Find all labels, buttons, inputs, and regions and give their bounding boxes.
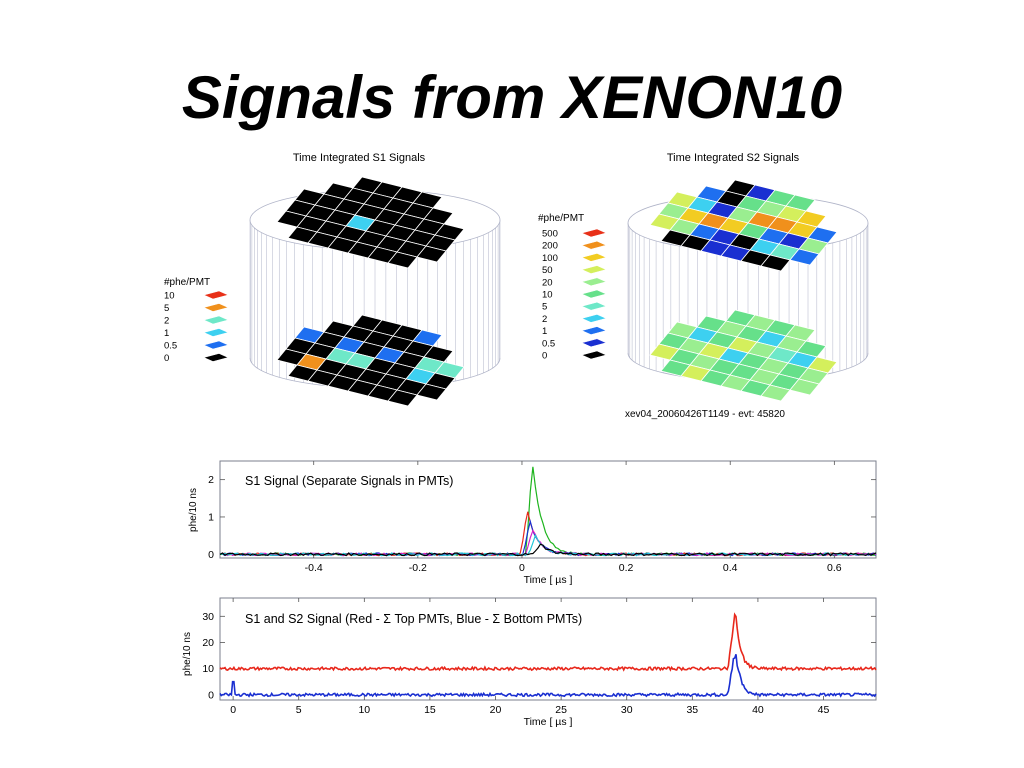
s1-bottom-pmt-array	[276, 314, 465, 407]
s1-bottom-pmt	[387, 389, 418, 407]
s1-s2-waveform-plot: S1 and S2 Signal (Red - Σ Top PMTs, Blue…	[182, 597, 877, 728]
s2-legend-label: 0.5	[542, 338, 555, 349]
s2plot-ytick-label: 30	[202, 611, 214, 623]
s2plot-xtick-label: 0	[230, 704, 236, 716]
s2-legend-title: #phe/PMT	[538, 213, 584, 224]
s2-legend-label: 0	[542, 351, 547, 362]
s2-top-pmt	[789, 248, 820, 266]
s2plot-xtick-label: 35	[686, 704, 698, 716]
s2-bottom-pmt	[789, 378, 820, 396]
s1-color-legend: #phe/PMT 105 21 0.50	[164, 277, 229, 364]
s1-legend-label: 0	[164, 353, 169, 364]
s1-plot-xlabel: Time [ µs ]	[524, 574, 573, 586]
s2-legend-swatch	[581, 338, 607, 348]
s1-pmt-trace	[219, 543, 877, 557]
s2-plot-xlabel: Time [ µs ]	[524, 716, 573, 728]
event-caption: xev04_20060426T1149 - evt: 45820	[625, 409, 785, 420]
s1-plot-frame	[219, 460, 877, 559]
s2-plot-frame	[219, 597, 877, 701]
s1-cylinder-frame	[249, 189, 501, 389]
s1-plot-ylabel: phe/10 ns	[188, 488, 199, 532]
s2plot-xtick-label: 45	[818, 704, 830, 716]
s1-legend-swatch	[203, 290, 229, 300]
s1-pmt-heatmap: Time Integrated S1 Signals #phe/PMT 1052…	[164, 152, 501, 407]
s1-legend-label: 1	[164, 328, 169, 339]
s2-top-pmt-array	[649, 179, 838, 272]
s2plot-xtick-label: 5	[296, 704, 302, 716]
s2-legend-label: 20	[542, 277, 553, 288]
s2plot-ytick-label: 20	[202, 637, 214, 649]
s2plot-ytick-label: 10	[202, 663, 214, 675]
s1-legend-label: 0.5	[164, 341, 177, 352]
s1-legend-swatch	[203, 303, 229, 312]
s1-plot-traces	[219, 466, 877, 557]
s2plot-xtick-label: 30	[621, 704, 633, 716]
s2-sum-trace	[219, 654, 877, 698]
s1plot-xtick-label: -0.4	[305, 562, 323, 574]
s1plot-xtick-label: 0	[519, 562, 525, 574]
s2-plot-ylabel: phe/10 ns	[182, 632, 193, 676]
s1-plot-axes: -0.4 -0.2 0 0.2 0.4 0.6 0 1 2	[208, 461, 876, 574]
s2plot-xtick-label: 20	[490, 704, 502, 716]
s2-legend-label: 50	[542, 265, 553, 276]
s2-legend-swatch	[581, 314, 607, 323]
s1-top-pmt-array	[276, 176, 465, 269]
s2-legend-swatch	[581, 326, 607, 335]
s2plot-xtick-label: 40	[752, 704, 764, 716]
s1plot-xtick-label: 0.6	[827, 562, 842, 574]
s1plot-xtick-label: 0.2	[619, 562, 634, 574]
s2-plot-title: S1 and S2 Signal (Red - Σ Top PMTs, Blue…	[245, 612, 582, 626]
s2-legend-swatch	[581, 301, 607, 311]
s1-legend-label: 10	[164, 291, 175, 302]
s2-legend-swatch	[581, 240, 607, 250]
s2-pmt-heatmap: Time Integrated S2 Signals #phe/PMT 5002…	[538, 152, 869, 420]
s2-bottom-pmt	[760, 384, 791, 402]
s2-legend-swatch	[581, 350, 607, 360]
s2plot-xtick-label: 15	[424, 704, 436, 716]
s2-legend-label: 5	[542, 302, 547, 313]
s2plot-xtick-label: 10	[358, 704, 370, 716]
s2-heatmap-title: Time Integrated S2 Signals	[667, 152, 800, 164]
s2plot-ytick-label: 0	[208, 689, 214, 701]
s1-legend-title: #phe/PMT	[164, 277, 210, 288]
s2-legend-label: 100	[542, 253, 558, 264]
s2-plot-traces	[219, 612, 877, 698]
s2-sum-trace	[219, 612, 877, 672]
s1-legend-label: 2	[164, 316, 169, 327]
s1-bottom-pmt	[416, 383, 447, 401]
s2-legend-swatch	[581, 253, 607, 262]
s2-legend-swatch	[581, 265, 607, 274]
s1-legend-swatch	[203, 328, 229, 337]
s2-top-pmt	[760, 254, 791, 272]
s1-heatmap-title: Time Integrated S1 Signals	[293, 152, 426, 164]
s1-pmt-trace	[219, 529, 877, 557]
s1plot-xtick-label: 0.4	[723, 562, 738, 574]
s1plot-ytick-label: 2	[208, 474, 214, 486]
s1-legend-swatch	[203, 353, 229, 362]
slide-title: Signals from XENON10	[181, 64, 843, 131]
s1plot-xtick-label: -0.2	[409, 562, 427, 574]
s1plot-ytick-label: 0	[208, 549, 214, 561]
s2-legend-label: 2	[542, 314, 547, 325]
s1-legend-label: 5	[164, 303, 169, 314]
s2-legend-label: 200	[542, 241, 558, 252]
s2plot-xtick-label: 25	[555, 704, 567, 716]
s1-legend-swatch	[203, 315, 229, 325]
s2-legend-label: 1	[542, 326, 547, 337]
s1plot-ytick-label: 1	[208, 511, 214, 523]
s2-legend-swatch	[581, 228, 607, 238]
s2-legend-swatch	[581, 277, 607, 287]
s1-waveform-plot: S1 Signal (Separate Signals in PMTs) -0.…	[188, 460, 877, 586]
s2-legend-label: 500	[542, 229, 558, 240]
s2-plot-axes: 0 5 10 15 20 25 30 35 40 45 0 10 20 30	[202, 598, 876, 716]
s1-top-pmt	[387, 251, 418, 269]
s2-legend-swatch	[581, 289, 607, 299]
s2-bottom-pmt-array	[649, 309, 838, 402]
s2-legend-label: 10	[542, 290, 553, 301]
s1-top-pmt	[416, 245, 447, 263]
s1-plot-title: S1 Signal (Separate Signals in PMTs)	[245, 474, 453, 488]
s1-legend-swatch	[203, 340, 229, 350]
